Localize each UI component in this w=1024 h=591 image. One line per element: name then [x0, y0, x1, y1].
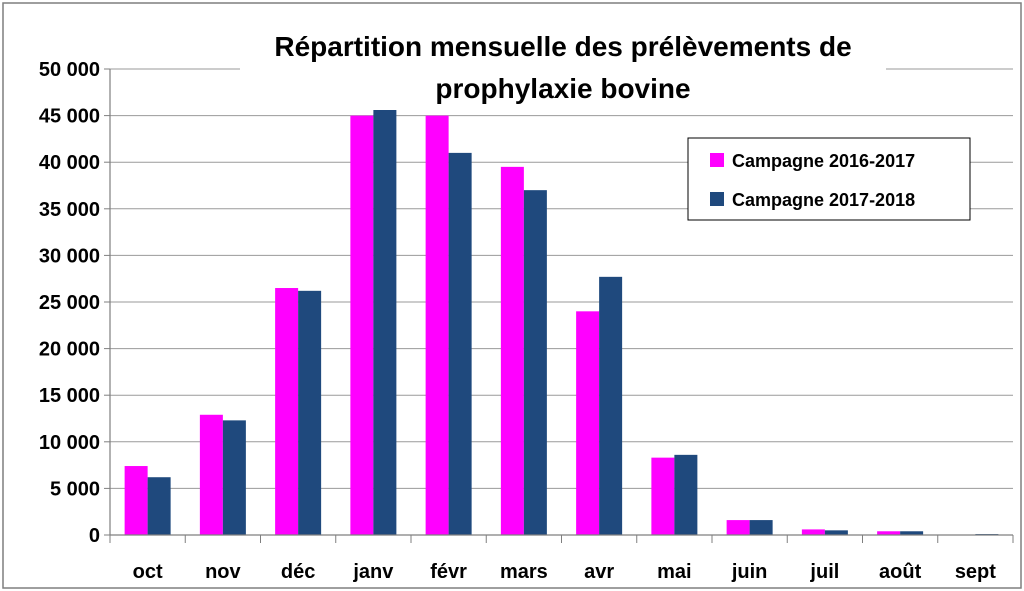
bar-mars-series-2 — [523, 190, 547, 535]
legend-swatch-2016-2017 — [710, 153, 724, 167]
y-tick-label: 10 000 — [39, 432, 100, 454]
bar-déc-series-2 — [298, 290, 322, 535]
y-tick-label: 30 000 — [39, 245, 100, 267]
y-tick-label: 25 000 — [39, 292, 100, 314]
bar-janv-series-2 — [373, 108, 397, 536]
bar-oct-series-1 — [124, 466, 148, 535]
bar-août-series-2 — [900, 531, 924, 535]
y-tick-label: 15 000 — [39, 385, 100, 407]
x-category-label: mars — [500, 561, 548, 583]
y-tick-label: 45 000 — [39, 106, 100, 128]
x-category-label: avr — [584, 561, 614, 583]
chart-title: Répartition mensuelle des prélèvements d… — [240, 22, 886, 110]
bar-févr-series-2 — [448, 152, 472, 535]
bar-déc-series-1 — [275, 288, 299, 535]
axes — [104, 68, 1014, 543]
title-background — [240, 22, 886, 110]
y-tick-label: 50 000 — [39, 59, 100, 81]
x-category-label: oct — [133, 561, 163, 583]
x-category-label: nov — [205, 561, 241, 583]
x-category-label: déc — [281, 561, 315, 583]
y-tick-label: 20 000 — [39, 339, 100, 361]
x-category-label: juin — [731, 561, 768, 583]
bar-juil-series-2 — [824, 530, 848, 535]
bar-mai-series-1 — [651, 457, 675, 535]
bar-nov-series-1 — [199, 414, 223, 535]
bar-janv-series-1 — [350, 115, 374, 535]
y-axis-tick-labels: 0 5 000 10 000 15 000 20 000 25 000 30 000 35 0… — [39, 59, 100, 547]
bar-févr-series-1 — [425, 115, 449, 535]
bar-avr-series-1 — [576, 311, 600, 535]
bar-août-series-1 — [877, 531, 901, 535]
bar-juin-series-1 — [726, 520, 750, 535]
bar-oct-series-2 — [147, 477, 171, 535]
x-category-label: févr — [430, 561, 467, 583]
x-category-label: juil — [809, 561, 839, 583]
bar-nov-series-2 — [222, 420, 246, 535]
chart-title-line-1: Répartition mensuelle des prélèvements d… — [274, 31, 851, 62]
y-tick-label: 5 000 — [50, 478, 100, 500]
legend: Campagne 2016-2017 Campagne 2017-2018 — [687, 137, 971, 221]
chart-title-line-2: prophylaxie bovine — [435, 73, 690, 104]
legend-box — [687, 137, 971, 221]
x-category-label: janv — [352, 561, 394, 583]
bars — [124, 108, 999, 536]
legend-label-2016-2017: Campagne 2016-2017 — [732, 151, 915, 171]
bar-juin-series-2 — [749, 520, 773, 535]
legend-swatch-2017-2018 — [710, 192, 724, 206]
x-category-label: mai — [657, 561, 691, 583]
x-category-label: août — [879, 561, 922, 583]
x-axis-category-labels: oct nov déc janv févr mars avr mai juin juil août s… — [133, 561, 997, 583]
bar-avr-series-2 — [599, 276, 623, 535]
y-tick-label: 40 000 — [39, 152, 100, 174]
y-tick-label: 35 000 — [39, 199, 100, 221]
bar-mars-series-1 — [500, 166, 524, 536]
x-category-label: sept — [955, 561, 996, 583]
bar-mai-series-2 — [674, 454, 698, 535]
bar-juil-series-1 — [801, 529, 825, 535]
y-tick-label: 0 — [89, 525, 100, 547]
legend-label-2017-2018: Campagne 2017-2018 — [732, 190, 915, 210]
